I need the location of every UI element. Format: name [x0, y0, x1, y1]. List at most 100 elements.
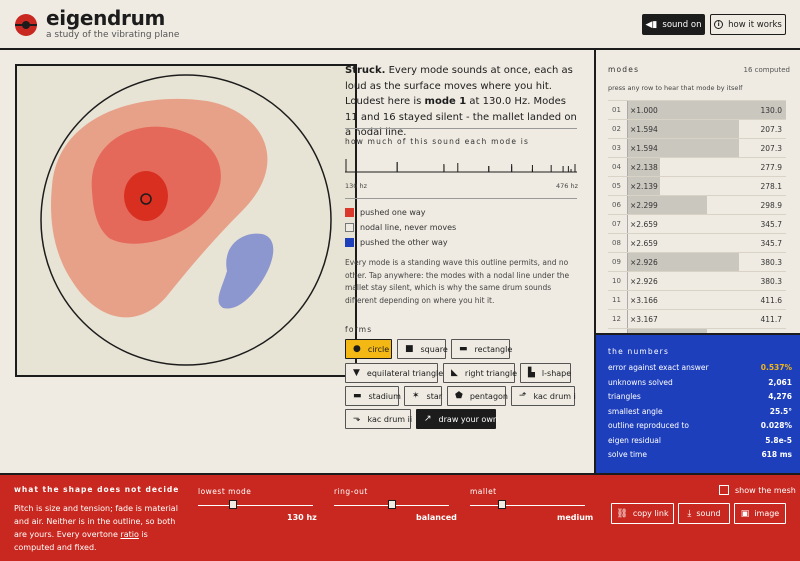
- form-kac-drum-i[interactable]: ⬏ kac drum i: [511, 386, 576, 406]
- slider-mallet[interactable]: [470, 505, 585, 506]
- numbers-label: outline reproduced to: [608, 421, 689, 430]
- speaker-icon: ◀▮: [645, 19, 658, 30]
- mode-frequency: 207.3: [760, 125, 782, 134]
- legend-item-negative: pushed the other way: [345, 238, 448, 247]
- form-circle[interactable]: ● circle: [345, 339, 392, 359]
- form-kac-drum-ii[interactable]: ⬎ kac drum ii: [345, 409, 413, 429]
- mode-level-bar: [628, 196, 707, 214]
- slider-lowest-mode[interactable]: [198, 505, 313, 506]
- mode-ratio: ×2.659: [630, 220, 658, 229]
- footer-text-a: Pitch is size and tension; fade is mater…: [14, 504, 178, 539]
- mode-frequency: 278.1: [760, 182, 782, 191]
- form-l-shape[interactable]: ▙ l-shape: [520, 363, 571, 383]
- numbers-row: solve time 618 ms: [608, 450, 792, 459]
- mode-number: 11: [612, 296, 621, 304]
- form-rectangle[interactable]: ▬ rectangle: [451, 339, 512, 359]
- side-panel: modes 16 computed press any row to hear …: [594, 50, 800, 473]
- sound-download-button[interactable]: ⤓ sound: [678, 503, 730, 524]
- mode-row-separator: [627, 215, 628, 233]
- mode-number: 06: [612, 201, 621, 209]
- struck-text-a: Every mode sounds at once, each as loud …: [345, 65, 573, 107]
- form-draw-your-own[interactable]: ↗ draw your own: [416, 409, 498, 429]
- numbers-value: 4,276: [768, 392, 792, 401]
- mode-number: 12: [612, 315, 621, 323]
- mode-level-bar: [628, 177, 660, 195]
- numbers-label: solve time: [608, 450, 647, 459]
- app-title: eigendrum: [46, 6, 166, 30]
- pencil-icon: ↗: [424, 413, 432, 424]
- numbers-label: eigen residual: [608, 435, 661, 445]
- positive-swatch: [345, 208, 354, 217]
- mode-level-bar: [628, 158, 660, 176]
- numbers-value: 0.537%: [760, 363, 792, 372]
- right-triangle-icon: ◣: [451, 367, 458, 378]
- mode-row-separator: [627, 158, 628, 176]
- mode-row[interactable]: 08 ×2.659 345.7: [608, 233, 786, 252]
- mode-row[interactable]: 06 ×2.299 298.9: [608, 195, 786, 214]
- mode-row-separator: [627, 196, 628, 214]
- sound-label: sound: [696, 509, 721, 518]
- sound-on-button[interactable]: ◀▮ sound on: [642, 14, 705, 35]
- mode-level-bar: [628, 101, 786, 119]
- mallet-hit-marker[interactable]: [140, 193, 152, 205]
- slider-label-ring-out: ring-out: [334, 487, 368, 496]
- mode-row-separator: [627, 253, 628, 271]
- mode-row[interactable]: 07 ×2.659 345.7: [608, 214, 786, 233]
- form-label: kac drum i: [533, 391, 576, 401]
- slider-thumb-ring-out[interactable]: [387, 500, 396, 509]
- mode-row[interactable]: 04 ×2.138 277.9: [608, 157, 786, 176]
- mode-row[interactable]: 02 ×1.594 207.3: [608, 119, 786, 138]
- form-label: kac drum ii: [367, 414, 413, 424]
- kac-drum-icon: ⬎: [353, 413, 361, 424]
- legend-label: nodal line, never moves: [360, 223, 457, 232]
- antinode-positive-peak: [124, 171, 168, 221]
- form-stadium[interactable]: ▬ stadium: [345, 386, 401, 406]
- mode-row[interactable]: 10 ×2.926 380.3: [608, 271, 786, 290]
- mode-row[interactable]: 13×3.500455.0: [608, 328, 786, 333]
- form-label: draw your own: [438, 414, 498, 424]
- how-it-works-button[interactable]: i how it works: [710, 14, 786, 35]
- numbers-label: unknowns solved: [608, 377, 673, 387]
- stadium-icon: ▬: [353, 390, 362, 401]
- mode-frequency: 298.9: [760, 201, 782, 210]
- modes-title: modes: [608, 65, 640, 74]
- triangle-icon: ▼: [353, 367, 360, 378]
- show-mesh-label: show the mesh: [735, 486, 796, 495]
- mode-row[interactable]: 01 ×1.000 130.0: [608, 100, 786, 119]
- form-star[interactable]: ✶ star: [404, 386, 442, 406]
- numbers-value: 618 ms: [761, 450, 792, 459]
- legend-label: pushed the other way: [360, 238, 448, 247]
- form-equilateral-triangle[interactable]: ▼ equilateral triangle: [345, 363, 443, 383]
- mode-row[interactable]: 12 ×3.167 411.7: [608, 309, 786, 328]
- form-pentagon[interactable]: ⬟ pentagon: [447, 386, 508, 406]
- drum-plot[interactable]: [17, 66, 355, 375]
- legend-item-nodal: nodal line, never moves: [345, 223, 456, 232]
- slider-thumb-lowest-mode[interactable]: [228, 500, 237, 509]
- footer-text: Pitch is size and tension; fade is mater…: [14, 502, 179, 554]
- copy-link-button[interactable]: ⛓ copy link: [611, 503, 674, 524]
- slider-thumb-mallet[interactable]: [498, 500, 507, 509]
- image-download-button[interactable]: ▣ image: [734, 503, 786, 524]
- form-label: equilateral triangle: [366, 368, 444, 378]
- form-label: square: [420, 344, 448, 354]
- form-square[interactable]: ■ square: [397, 339, 448, 359]
- mode-row[interactable]: 05 ×2.139 278.1: [608, 176, 786, 195]
- struck-description: Struck. Every mode sounds at once, each …: [345, 63, 581, 141]
- form-right-triangle[interactable]: ◣ right triangle: [443, 363, 517, 383]
- mode-row[interactable]: 09 ×2.926 380.3: [608, 252, 786, 271]
- rectangle-icon: ▬: [459, 343, 468, 354]
- legend-label: pushed one way: [360, 208, 426, 217]
- mode-row[interactable]: 03 ×1.594 207.3: [608, 138, 786, 157]
- mode-level-bar: [628, 139, 739, 157]
- numbers-row: triangles 4,276: [608, 392, 792, 401]
- form-label: star: [426, 391, 443, 401]
- mode-ratio: ×2.926: [630, 277, 658, 286]
- numbers-value: 0.028%: [760, 421, 792, 430]
- mode-number: 09: [612, 258, 621, 266]
- mode-row-separator: [627, 139, 628, 157]
- show-mesh-checkbox[interactable]: [719, 485, 729, 495]
- drum-canvas[interactable]: [15, 64, 357, 377]
- spectrum-max-label: 476 hz: [556, 182, 579, 190]
- antinode-negative: [218, 233, 274, 309]
- mode-row[interactable]: 11 ×3.166 411.6: [608, 290, 786, 309]
